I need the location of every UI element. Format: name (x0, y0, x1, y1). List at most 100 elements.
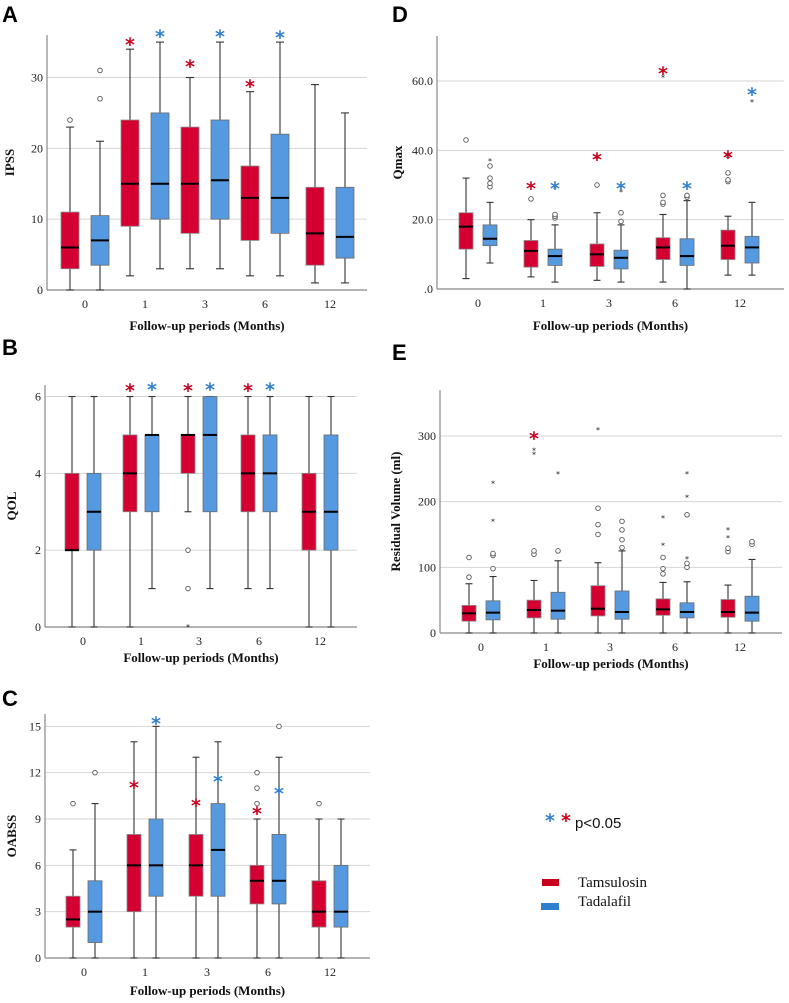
box-tadalafil-0 (90, 67, 110, 291)
box-tadalafil-0 (87, 769, 103, 959)
iqr-box (482, 224, 498, 247)
box-tamsulosin-3: * (180, 56, 200, 270)
x-tick-label: 1 (543, 640, 549, 654)
box-tadalafil-0: ** (485, 479, 501, 634)
iqr-box (679, 602, 695, 619)
outlier-point (725, 177, 731, 183)
significance-star-tadalafil: * (682, 178, 692, 200)
box-tadalafil-1: * (150, 26, 170, 270)
outlier-point (684, 560, 690, 567)
panel-d: D .0 20.0 40.0 60.0 0 1 3 6 12 Follow-up periods (… (390, 2, 784, 333)
iqr-box (180, 126, 200, 234)
box-tadalafil-6: * (679, 178, 695, 290)
iqr-box (333, 864, 349, 928)
significance-star-tadalafil: * (205, 379, 215, 401)
x-tick-label: 12 (734, 640, 746, 654)
x-tick-label: 6 (672, 296, 678, 310)
significance-star-tamsulosin: * (526, 178, 536, 200)
box-tadalafil-6: * (271, 723, 287, 959)
y-axis-title: Qmax (390, 145, 405, 179)
box-tadalafil-6: * (270, 27, 290, 277)
outlier-point (254, 785, 260, 791)
x-tick-label: 3 (204, 965, 210, 979)
box-tadalafil-12 (333, 818, 349, 959)
significance-star-tadalafil: * (147, 379, 157, 401)
significance-star-tamsulosin: * (658, 63, 668, 85)
iqr-box (311, 880, 327, 928)
iqr-box (485, 600, 501, 621)
significance-star-tamsulosin: * (125, 34, 135, 56)
x-tick-label: 3 (202, 297, 208, 311)
x-tick-label: 12 (324, 965, 336, 979)
significance-star-tamsulosin: * (183, 380, 193, 402)
y-tick-label: 200 (418, 495, 436, 509)
outlier-point (466, 554, 472, 561)
legend-sig-tamsulosin-icon: * (561, 810, 571, 832)
significance-star-tadalafil: * (550, 178, 560, 200)
extreme-point: * (750, 98, 754, 107)
legend-sig-tadalafil-icon: * (545, 810, 555, 832)
y-tick-label: 6 (35, 858, 41, 872)
extreme-point: * (596, 426, 600, 435)
extreme-point: * (532, 446, 536, 455)
iqr-box (150, 112, 170, 220)
box-tadalafil-12 (744, 538, 760, 634)
iqr-box (180, 434, 196, 474)
box-tadalafil-3: * (210, 741, 226, 959)
x-tick-label: 6 (265, 965, 271, 979)
extreme-point: * (532, 450, 536, 459)
box-tamsulosin-1: * (126, 741, 142, 959)
iqr-box (335, 186, 355, 259)
x-tick-label: 6 (672, 640, 678, 654)
box-tamsulosin-1: *** (526, 428, 542, 634)
x-tick-label: 12 (314, 634, 326, 648)
box-tadalafil-6: * * * (679, 470, 695, 634)
y-tick-label: 20 (31, 141, 43, 155)
extreme-point: * (661, 514, 665, 523)
extreme-point: * (553, 184, 557, 193)
iqr-box (202, 396, 218, 513)
y-tick-label: 0 (35, 951, 41, 965)
outlier-point (619, 544, 625, 551)
outlier-point (749, 538, 755, 545)
significance-star-tamsulosin: * (191, 795, 201, 817)
extreme-point: * (488, 157, 492, 166)
significance-star-tamsulosin: * (129, 777, 139, 799)
box-tamsulosin-0 (64, 395, 80, 628)
significance-star-tamsulosin: * (529, 428, 539, 450)
y-tick-label: 4 (35, 466, 41, 480)
y-axis-title: Residual Volume (ml) (388, 452, 403, 572)
legend-label-tadalafil: Tadalafil (578, 894, 631, 910)
x-axis-title: Follow-up periods (Months) (533, 318, 688, 333)
y-tick-label: 0 (35, 620, 41, 634)
outlier-point (463, 137, 469, 143)
outlier-point (276, 723, 282, 730)
iqr-box (64, 472, 80, 551)
iqr-box (271, 834, 287, 905)
panel-letter: B (2, 335, 18, 360)
outlier-point (487, 180, 493, 187)
y-axis-title: QOL (4, 491, 19, 520)
iqr-box (120, 119, 140, 227)
outlier-point (528, 196, 534, 202)
iqr-box (679, 238, 695, 266)
x-tick-label: 3 (607, 640, 613, 654)
x-axis-title: Follow-up periods (Months) (130, 983, 285, 998)
box-tamsulosin-0 (65, 800, 81, 959)
outlier-point (619, 518, 625, 525)
box-tamsulosin-3: ** (589, 149, 605, 281)
panel-letter: C (2, 686, 18, 711)
y-tick-label: 300 (418, 429, 436, 443)
outlier-point (725, 170, 731, 176)
iqr-box (240, 165, 260, 241)
outlier-point (660, 199, 666, 206)
iqr-box (744, 235, 760, 264)
box-tamsulosin-12: * (720, 147, 736, 276)
outlier-point (660, 554, 666, 561)
x-tick-label: 0 (478, 640, 484, 654)
iqr-box (720, 599, 736, 618)
outlier-point (97, 95, 103, 102)
extreme-point: * (685, 555, 689, 564)
x-tick-label: 6 (256, 634, 262, 648)
box-tamsulosin-6: ** (655, 63, 671, 283)
